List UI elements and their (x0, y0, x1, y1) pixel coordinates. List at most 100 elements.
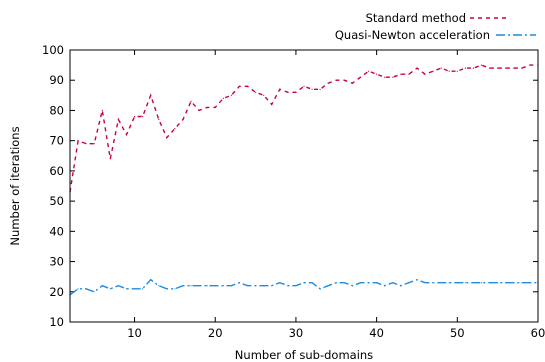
x-tick-label: 60 (531, 326, 545, 340)
data-point-quasi-newton-acceleration (392, 282, 394, 284)
y-tick-label: 70 (49, 134, 64, 148)
data-point-quasi-newton-acceleration (416, 279, 418, 281)
data-point-standard-method (319, 88, 321, 90)
data-point-quasi-newton-acceleration (158, 285, 160, 287)
data-point-quasi-newton-acceleration (263, 285, 265, 287)
data-point-standard-method (174, 128, 176, 130)
data-point-quasi-newton-acceleration (271, 285, 273, 287)
data-point-standard-method (368, 70, 370, 72)
data-point-quasi-newton-acceleration (206, 285, 208, 287)
y-tick-label: 40 (49, 224, 64, 238)
legend: Standard method Quasi-Newton acceleratio… (335, 11, 536, 42)
data-point-quasi-newton-acceleration (230, 285, 232, 287)
series-line-quasi-newton-acceleration (69, 278, 538, 296)
data-point-quasi-newton-acceleration (505, 282, 507, 284)
data-point-quasi-newton-acceleration (238, 282, 240, 284)
data-point-quasi-newton-acceleration (456, 282, 458, 284)
y-tick-label: 80 (49, 103, 64, 117)
data-point-standard-method (117, 118, 119, 121)
data-point-standard-method (214, 106, 216, 108)
data-point-standard-method (327, 82, 329, 84)
data-point-quasi-newton-acceleration (448, 282, 450, 284)
data-point-quasi-newton-acceleration (255, 285, 257, 287)
data-point-standard-method (384, 76, 386, 78)
data-point-standard-method (311, 88, 313, 90)
y-tick-label: 30 (49, 255, 64, 269)
data-point-standard-method (295, 91, 297, 93)
y-tick-label: 50 (49, 194, 64, 208)
data-point-quasi-newton-acceleration (134, 288, 136, 290)
data-point-quasi-newton-acceleration (384, 285, 386, 287)
data-point-quasi-newton-acceleration (376, 282, 378, 284)
data-series (69, 64, 539, 296)
y-tick-label: 20 (49, 285, 64, 299)
data-point-quasi-newton-acceleration (529, 282, 531, 284)
data-point-quasi-newton-acceleration (424, 282, 426, 284)
data-point-standard-method (424, 73, 426, 75)
data-point-quasi-newton-acceleration (464, 282, 466, 284)
data-point-quasi-newton-acceleration (480, 282, 483, 284)
data-point-standard-method (222, 97, 224, 99)
data-point-standard-method (190, 100, 192, 102)
data-point-quasi-newton-acceleration (440, 282, 442, 284)
data-point-standard-method (529, 64, 531, 66)
data-point-standard-method (77, 140, 79, 142)
data-point-standard-method (93, 143, 95, 145)
data-point-standard-method (392, 76, 394, 78)
data-point-quasi-newton-acceleration (117, 285, 119, 287)
data-point-quasi-newton-acceleration (335, 282, 337, 284)
data-point-standard-method (432, 70, 434, 72)
data-point-standard-method (230, 94, 232, 96)
data-point-standard-method (158, 118, 160, 121)
data-point-standard-method (182, 118, 184, 121)
data-point-quasi-newton-acceleration (319, 288, 321, 290)
data-point-quasi-newton-acceleration (109, 288, 111, 290)
data-point-standard-method (480, 64, 483, 66)
data-point-quasi-newton-acceleration (489, 282, 491, 284)
data-point-quasi-newton-acceleration (101, 285, 103, 287)
legend-label-quasi-newton: Quasi-Newton acceleration (335, 28, 490, 42)
data-point-standard-method (125, 134, 128, 136)
data-point-quasi-newton-acceleration (198, 285, 200, 287)
data-point-standard-method (513, 67, 515, 69)
data-point-quasi-newton-acceleration (343, 282, 345, 284)
data-point-standard-method (142, 115, 144, 118)
data-point-quasi-newton-acceleration (190, 285, 192, 287)
data-point-quasi-newton-acceleration (513, 282, 515, 284)
data-point-standard-method (134, 115, 136, 118)
data-point-quasi-newton-acceleration (93, 291, 95, 293)
data-point-quasi-newton-acceleration (166, 288, 168, 290)
plot-frame (69, 49, 539, 323)
data-point-standard-method (359, 76, 362, 78)
data-point-quasi-newton-acceleration (85, 288, 87, 290)
data-point-quasi-newton-acceleration (497, 282, 499, 284)
data-point-quasi-newton-acceleration (287, 285, 289, 287)
data-point-quasi-newton-acceleration (472, 282, 474, 284)
data-point-standard-method (150, 94, 152, 96)
data-point-standard-method (351, 82, 353, 84)
data-point-quasi-newton-acceleration (214, 285, 216, 287)
data-point-standard-method (505, 67, 507, 69)
data-point-standard-method (464, 67, 466, 69)
axis-ticks: 10 20 30 40 50 60 70 80 90 100 10 20 30 40 50 60 (42, 43, 545, 340)
data-point-standard-method (303, 85, 305, 87)
data-point-standard-method (109, 158, 111, 160)
data-point-quasi-newton-acceleration (432, 282, 434, 284)
y-axis-label: Number of iterations (8, 126, 22, 245)
data-point-standard-method (497, 67, 499, 69)
data-point-quasi-newton-acceleration (77, 288, 79, 290)
data-point-standard-method (255, 91, 257, 93)
data-point-standard-method (287, 91, 289, 93)
x-tick-label: 10 (127, 326, 142, 340)
data-point-standard-method (489, 67, 491, 69)
data-point-quasi-newton-acceleration (359, 282, 362, 284)
data-point-standard-method (101, 109, 103, 111)
data-point-standard-method (198, 109, 200, 111)
data-point-quasi-newton-acceleration (311, 282, 313, 284)
x-tick-label: 50 (450, 326, 465, 340)
data-point-standard-method (246, 85, 249, 87)
y-tick-label: 60 (49, 164, 64, 178)
x-tick-label: 40 (369, 326, 384, 340)
data-point-quasi-newton-acceleration (327, 285, 329, 287)
